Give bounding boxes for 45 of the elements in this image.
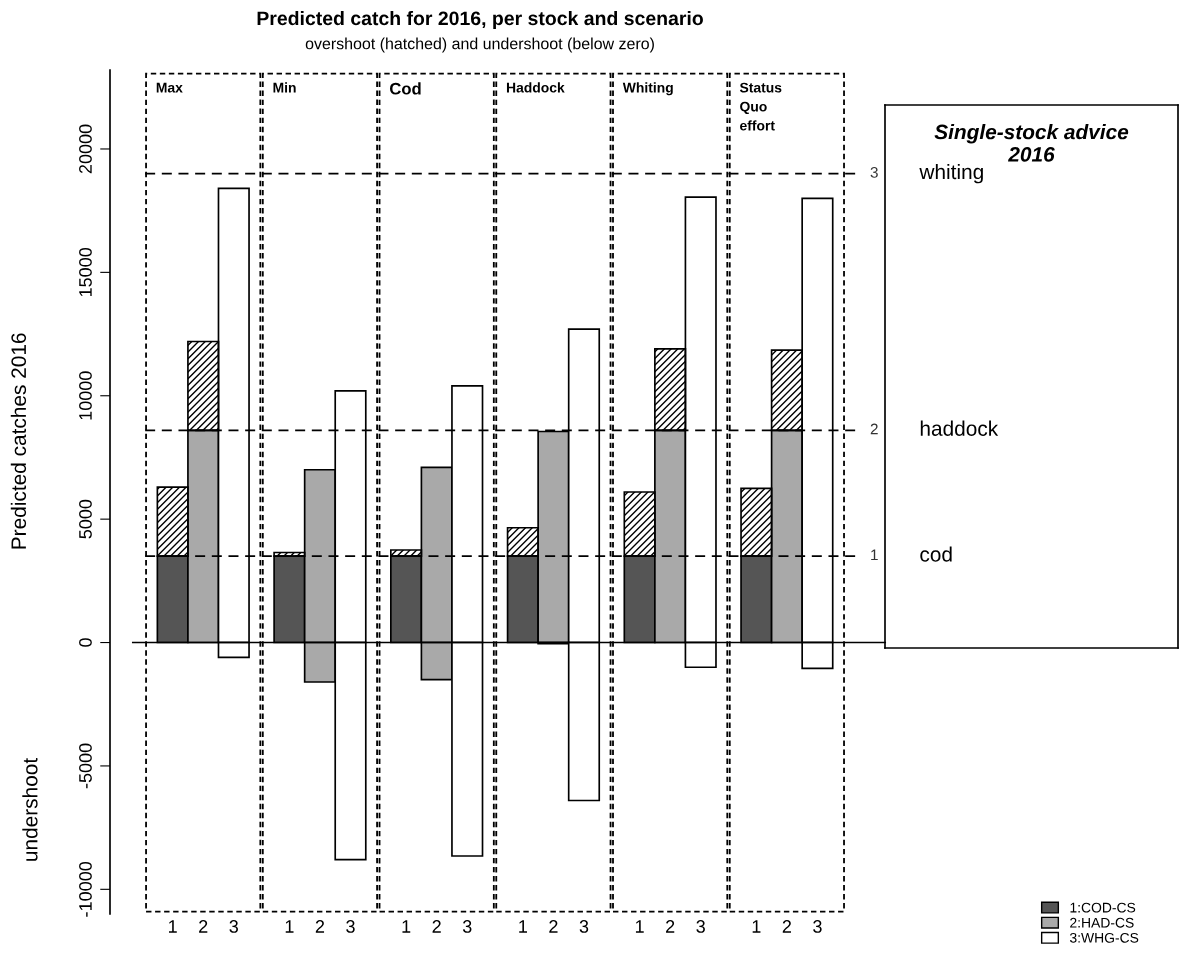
x-tick-label: 3 <box>462 920 472 933</box>
x-tick-label: 3 <box>579 920 589 933</box>
chart-title: Predicted catch for 2016, per stock and scenario <box>257 10 703 30</box>
y-tick-label: 10000 <box>79 371 92 420</box>
x-tick-label: 3 <box>813 920 822 933</box>
x-tick-label: 2 <box>199 920 208 933</box>
ref-line-label: whiting <box>919 163 983 184</box>
annotation: Min <box>273 82 296 93</box>
x-tick-label: 2 <box>782 920 791 933</box>
x-tick-label: 2 <box>666 920 675 933</box>
text: 2 <box>870 423 878 435</box>
x-tick-label: 2 <box>315 920 325 933</box>
annotation: Max <box>156 82 183 93</box>
x-tick-label: 1 <box>519 920 527 933</box>
y-tick-label: -5000 <box>79 743 92 789</box>
y-axis-title: Predicted catches 2016 <box>10 333 27 549</box>
text: undershoot <box>22 758 38 861</box>
legend-label: 1:COD-CS <box>1070 902 1136 913</box>
annotation: Whiting <box>622 82 673 96</box>
y-tick-label: 0 <box>79 638 92 647</box>
x-tick-label: 1 <box>402 920 411 933</box>
x-tick-label: 3 <box>696 920 705 933</box>
x-tick-label: 3 <box>346 920 355 933</box>
x-tick-label: 1 <box>285 920 294 933</box>
y-tick-label: 20000 <box>79 124 92 174</box>
annotation: Cod <box>389 82 421 95</box>
y-tick-label: -10000 <box>79 861 92 917</box>
text: 3 <box>870 166 878 178</box>
y-tick-label: 5000 <box>79 499 92 539</box>
x-tick-label: 3 <box>229 920 238 933</box>
ref-line-label: haddock <box>920 420 999 436</box>
x-tick-label: 2 <box>432 920 441 933</box>
y-tick-label: 15000 <box>79 247 92 297</box>
annotation: Haddock <box>506 82 565 93</box>
x-tick-label: 1 <box>635 920 644 933</box>
x-tick-label: 2 <box>549 920 558 933</box>
x-tick-label: 1 <box>169 920 177 933</box>
legend-label: 3:WHG-CS <box>1069 932 1139 943</box>
chart-subtitle: overshoot (hatched) and undershoot (below zero) <box>305 37 654 53</box>
text: Single-stock advice 2016 <box>934 124 1129 162</box>
text: 1 <box>871 549 878 561</box>
annotation: Status Quo effort <box>739 82 782 131</box>
x-tick-label: 1 <box>752 920 761 933</box>
ref-line-label: cod <box>920 546 952 562</box>
legend-label: 2:HAD-CS <box>1070 917 1134 928</box>
